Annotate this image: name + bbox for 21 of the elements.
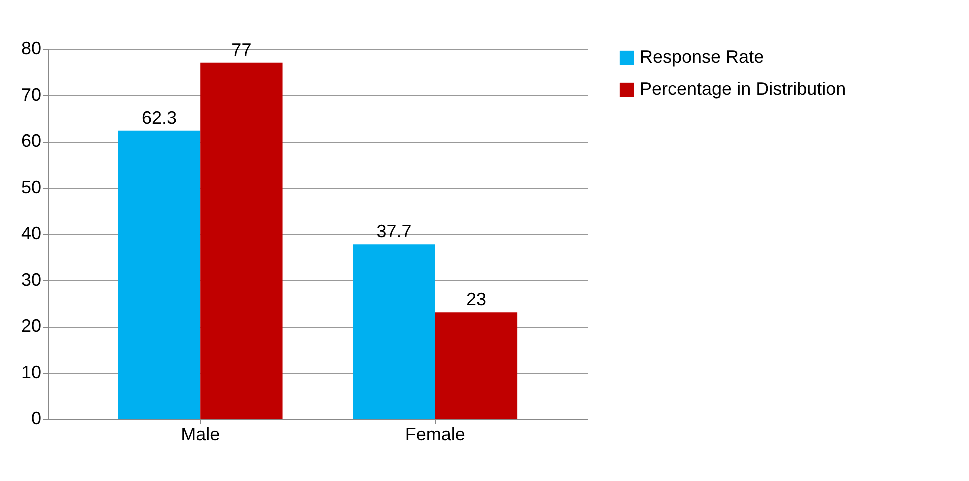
y-tick-label: 40 xyxy=(21,224,42,244)
y-tick-label: 30 xyxy=(21,270,42,290)
legend-label: Response Rate xyxy=(640,47,764,67)
y-tick-label: 80 xyxy=(21,38,42,58)
y-tick-label: 60 xyxy=(21,131,42,151)
x-tick-label: Male xyxy=(181,424,220,444)
data-label: 77 xyxy=(232,40,252,60)
data-label: 23 xyxy=(466,290,486,310)
bar xyxy=(435,312,518,419)
y-tick-label: 50 xyxy=(21,177,42,198)
y-tick-label: 0 xyxy=(31,408,42,428)
legend-label: Percentage in Distribution xyxy=(640,79,846,99)
y-tick-label: 20 xyxy=(21,316,42,336)
y-tick-label: 70 xyxy=(21,84,42,105)
data-label: 62.3 xyxy=(142,108,178,128)
x-tick-label: Female xyxy=(405,424,466,444)
y-tick-label: 10 xyxy=(21,362,42,382)
bar xyxy=(118,130,201,419)
data-label: 37.7 xyxy=(376,222,412,242)
bar xyxy=(200,62,283,419)
bar xyxy=(353,244,436,419)
